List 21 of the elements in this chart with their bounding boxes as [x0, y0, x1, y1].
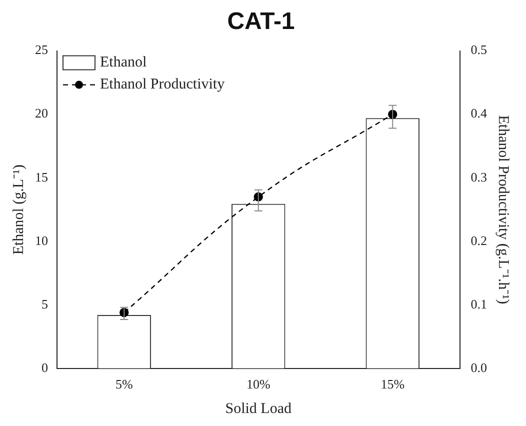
y2-tick-label: 0.4	[470, 106, 488, 121]
y2-tick-label: 0.2	[470, 232, 487, 248]
y-tick-label: 10	[35, 232, 48, 248]
x-axis-title: Solid Load	[225, 400, 292, 417]
y-axis-title: Ethanol (g.L⁻¹)	[10, 164, 27, 255]
y2-tick-label: 0.0	[470, 360, 487, 375]
x-tick-label: 15%	[380, 376, 405, 392]
x-tick-label: 5%	[115, 376, 133, 392]
y2-tick-label: 0.3	[470, 169, 487, 184]
y-tick-label: 20	[35, 106, 48, 121]
y-tick-label: 0	[42, 360, 48, 375]
y2-tick-label: 0.5	[470, 42, 487, 58]
chart-title: CAT-1	[227, 8, 295, 36]
x-tick-label: 10%	[246, 376, 270, 392]
y2-axis-title: Ethanol Productivity (g.L⁻¹.h⁻¹)	[495, 115, 512, 304]
legend-label: Ethanol	[100, 54, 147, 71]
legend-label: Ethanol Productivity	[100, 76, 226, 93]
y-tick-label: 15	[35, 169, 48, 184]
y-tick-label: 25	[35, 42, 48, 58]
y2-tick-label: 0.1	[470, 296, 487, 312]
y-tick-label: 5	[42, 296, 48, 312]
